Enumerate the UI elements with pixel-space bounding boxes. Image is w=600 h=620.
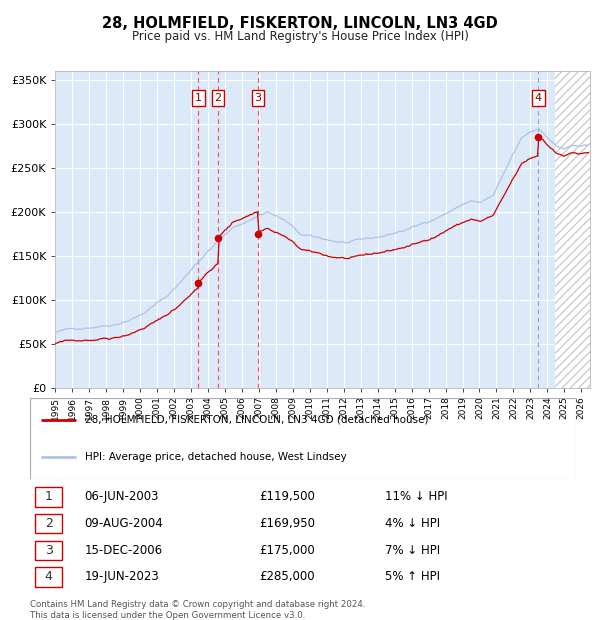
Text: 5% ↑ HPI: 5% ↑ HPI (385, 570, 440, 583)
Text: 28, HOLMFIELD, FISKERTON, LINCOLN, LN3 4GD: 28, HOLMFIELD, FISKERTON, LINCOLN, LN3 4… (102, 16, 498, 30)
Text: 7% ↓ HPI: 7% ↓ HPI (385, 544, 440, 557)
Text: 2: 2 (44, 517, 53, 530)
Text: 15-DEC-2006: 15-DEC-2006 (85, 544, 163, 557)
Bar (35, 567, 62, 587)
Text: 4% ↓ HPI: 4% ↓ HPI (385, 517, 440, 530)
Text: Contains HM Land Registry data © Crown copyright and database right 2024.
This d: Contains HM Land Registry data © Crown c… (30, 600, 365, 619)
Text: 28, HOLMFIELD, FISKERTON, LINCOLN, LN3 4GD (detached house): 28, HOLMFIELD, FISKERTON, LINCOLN, LN3 4… (85, 415, 428, 425)
Text: 09-AUG-2004: 09-AUG-2004 (85, 517, 163, 530)
Text: HPI: Average price, detached house, West Lindsey: HPI: Average price, detached house, West… (85, 452, 346, 462)
Text: 19-JUN-2023: 19-JUN-2023 (85, 570, 160, 583)
Bar (555, 71, 590, 388)
Text: 1: 1 (44, 490, 53, 503)
Text: £285,000: £285,000 (259, 570, 315, 583)
Bar (35, 541, 62, 560)
Text: 4: 4 (44, 570, 53, 583)
Text: £175,000: £175,000 (259, 544, 315, 557)
Bar (555, 71, 590, 388)
Text: Price paid vs. HM Land Registry's House Price Index (HPI): Price paid vs. HM Land Registry's House … (131, 30, 469, 43)
Text: 06-JUN-2003: 06-JUN-2003 (85, 490, 159, 503)
Text: 2: 2 (215, 93, 221, 103)
Text: 4: 4 (535, 93, 542, 103)
Text: £169,950: £169,950 (259, 517, 316, 530)
Text: 11% ↓ HPI: 11% ↓ HPI (385, 490, 448, 503)
Bar (35, 487, 62, 507)
Text: 3: 3 (44, 544, 53, 557)
Bar (35, 514, 62, 533)
Text: £119,500: £119,500 (259, 490, 315, 503)
Text: 3: 3 (254, 93, 262, 103)
Text: 1: 1 (195, 93, 202, 103)
